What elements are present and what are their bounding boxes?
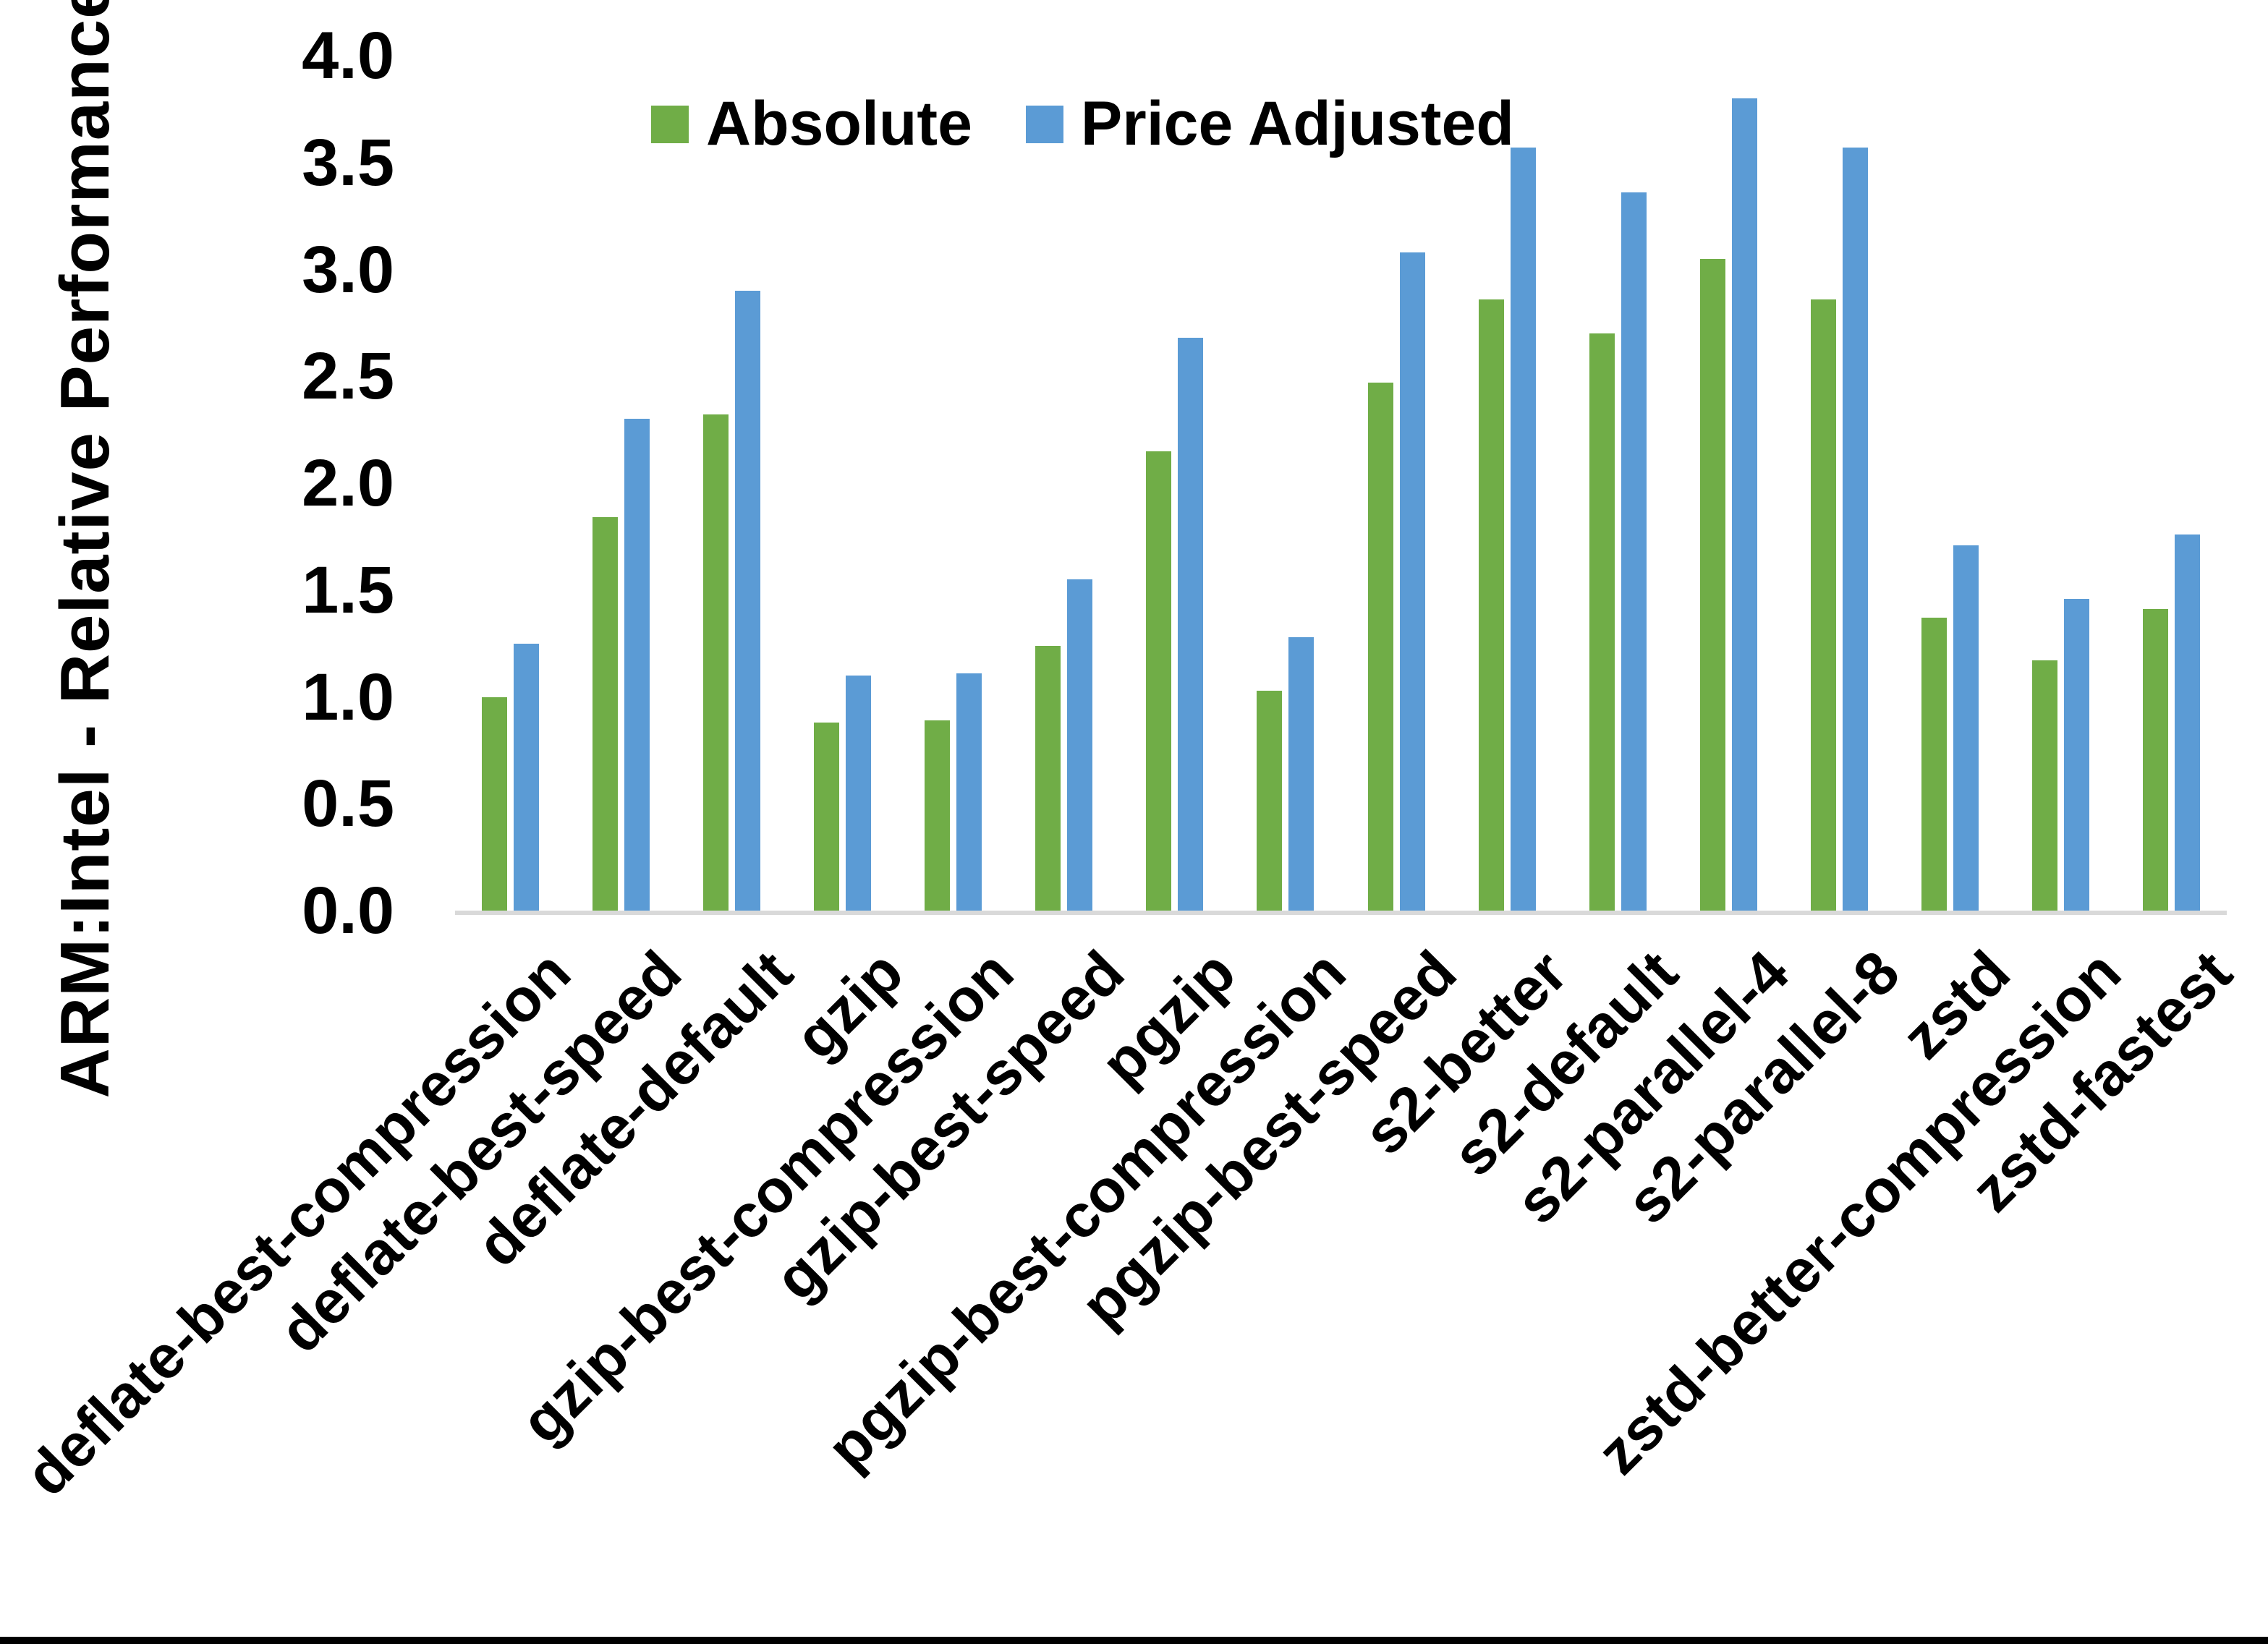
x-axis-label: pgzip-best-compression xyxy=(813,937,1359,1483)
bar-group xyxy=(898,56,1008,911)
y-axis-tick: 0.0 xyxy=(302,874,394,947)
y-axis-tick: 2.0 xyxy=(302,446,394,520)
y-axis-tick: 0.5 xyxy=(302,767,394,841)
bar-absolute xyxy=(1589,333,1615,911)
bar-group xyxy=(1895,56,2005,911)
bar-price-adjusted xyxy=(1288,636,1314,911)
x-axis-label: zstd-better-compression xyxy=(1584,937,2134,1488)
legend-item-price-adjusted: Price Adjusted xyxy=(1025,88,1514,160)
bar-absolute xyxy=(814,722,840,911)
absolute-swatch-icon xyxy=(651,105,689,143)
bar-absolute xyxy=(1146,451,1172,911)
bar-absolute xyxy=(593,517,619,911)
y-axis-tick: 1.5 xyxy=(302,553,394,627)
bar-price-adjusted xyxy=(624,419,650,911)
bar-group xyxy=(1230,56,1341,911)
bar-absolute xyxy=(1478,299,1504,911)
bar-absolute xyxy=(1921,618,1947,911)
bar-price-adjusted xyxy=(1731,98,1757,911)
bar-price-adjusted xyxy=(1621,192,1647,911)
x-axis-label: s2-better xyxy=(1350,937,1581,1167)
legend-label-absolute: Absolute xyxy=(706,89,972,158)
bar-group xyxy=(566,56,676,911)
bar-group xyxy=(1784,56,1895,911)
bar-price-adjusted xyxy=(1953,545,1979,911)
x-axis-label: deflate-best-speed xyxy=(266,937,695,1366)
y-axis-tick: 2.5 xyxy=(302,339,394,414)
x-axis-label: gzip-best-speed xyxy=(762,937,1137,1313)
legend-label-price-adjusted: Price Adjusted xyxy=(1080,89,1514,158)
bar-group xyxy=(1563,56,1673,911)
bar-price-adjusted xyxy=(1842,148,1868,911)
x-axis-label: zstd-fastest xyxy=(1957,937,2245,1225)
bar-absolute xyxy=(1367,383,1393,911)
x-axis-label: pgzip xyxy=(1087,937,1248,1098)
bar-group xyxy=(1119,56,1230,911)
bar-price-adjusted xyxy=(735,291,761,911)
bar-absolute xyxy=(2142,609,2168,911)
bar-absolute xyxy=(1810,299,1836,911)
bar-group xyxy=(1008,56,1119,911)
bar-absolute xyxy=(925,720,951,911)
bar-absolute xyxy=(482,697,508,911)
x-axis-label: s2-default xyxy=(1440,937,1691,1189)
plot-area xyxy=(455,56,2227,915)
bar-price-adjusted xyxy=(1399,252,1425,911)
bar-group xyxy=(676,56,787,911)
y-axis-tick: 3.0 xyxy=(302,232,394,307)
bar-group xyxy=(455,56,566,911)
bar-price-adjusted xyxy=(514,643,540,911)
bar-price-adjusted xyxy=(2174,534,2200,911)
bar-absolute xyxy=(1035,645,1061,911)
x-axis-label: gzip-best-compression xyxy=(508,937,1027,1457)
x-axis-label: s2-parallel-8 xyxy=(1613,937,1913,1237)
y-axis-title: ARM:Intel - Relative Performance xyxy=(46,0,124,1099)
x-axis-label: deflate-default xyxy=(463,937,805,1279)
bar-group xyxy=(1452,56,1563,911)
bar-price-adjusted xyxy=(2063,598,2089,911)
y-axis-tick: 1.0 xyxy=(302,660,394,734)
bar-group xyxy=(2005,56,2116,911)
x-axis-label: s2-parallel-4 xyxy=(1503,937,1802,1237)
y-axis-tick: 3.5 xyxy=(302,125,394,200)
price-adjusted-swatch-icon xyxy=(1025,105,1063,143)
legend: Absolute Price Adjusted xyxy=(651,88,1514,160)
bar-absolute xyxy=(1257,690,1283,911)
legend-item-absolute: Absolute xyxy=(651,88,972,160)
bar-group xyxy=(1341,56,1452,911)
bar-group xyxy=(1673,56,1784,911)
bottom-border xyxy=(0,1637,2268,1644)
bar-absolute xyxy=(2031,660,2057,911)
bar-price-adjusted xyxy=(1067,579,1093,911)
bar-absolute xyxy=(703,414,729,911)
bar-price-adjusted xyxy=(846,675,872,911)
x-axis-label: zstd xyxy=(1889,937,2023,1072)
bar-price-adjusted xyxy=(956,673,982,911)
y-axis-tick: 4.0 xyxy=(302,19,394,93)
bar-price-adjusted xyxy=(1178,338,1204,911)
x-axis-label: pgzip-best-speed xyxy=(1068,937,1469,1340)
bar-group xyxy=(2116,56,2227,911)
x-axis-label: gzip xyxy=(781,937,916,1072)
bar-group xyxy=(787,56,898,911)
bar-absolute xyxy=(1699,258,1725,911)
bar-price-adjusted xyxy=(1510,148,1536,911)
